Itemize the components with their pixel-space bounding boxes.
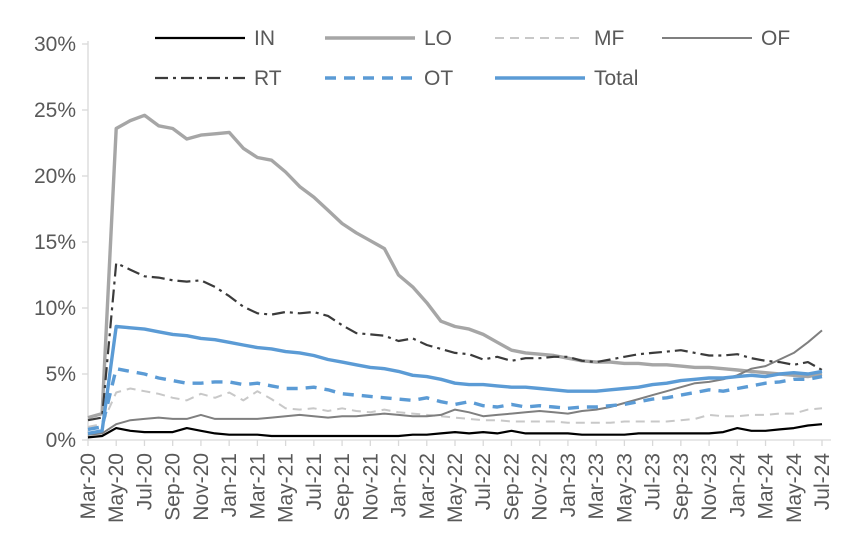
x-axis-tick-label: Jul-21 [303, 453, 326, 510]
x-axis-tick-label: May-24 [783, 453, 806, 523]
series-line-OT [87, 367, 823, 432]
series-line-OF [87, 329, 823, 436]
x-axis-tick-label: Sep-20 [162, 453, 185, 521]
x-axis-tick-label: May-21 [275, 453, 298, 523]
x-axis-tick-label: Sep-21 [331, 453, 354, 521]
y-axis-tick-label: 0% [46, 429, 76, 452]
y-axis-tick-label: 25% [34, 99, 76, 122]
x-axis-tick-label: Nov-23 [698, 453, 721, 521]
y-axis-tick-label: 30% [34, 33, 76, 56]
series-line-IN [87, 423, 823, 439]
x-axis-tick-label: Nov-22 [529, 453, 552, 521]
series-line-LO [87, 113, 823, 420]
x-axis-tick-label: Nov-21 [359, 453, 382, 521]
x-axis-tick-label: Jan-22 [388, 453, 411, 517]
series-line-Total [87, 324, 823, 436]
x-axis-tick-label: May-22 [444, 453, 467, 523]
series-line-MF [87, 387, 823, 428]
x-axis-tick-label: May-23 [613, 453, 636, 523]
x-axis-tick-label: Sep-22 [500, 453, 523, 521]
y-axis-tick-label: 10% [34, 297, 76, 320]
y-axis-tick-label: 5% [46, 363, 76, 386]
y-axis-tick-label: 20% [34, 165, 76, 188]
x-axis-tick-label: Jan-21 [218, 453, 241, 517]
x-axis-tick-label: Jul-22 [472, 453, 495, 510]
y-axis-tick-label: 15% [34, 231, 76, 254]
x-axis-tick-label: Mar-22 [416, 453, 439, 520]
x-axis-tick-label: Jul-24 [811, 453, 834, 511]
x-axis-tick-label: Mar-21 [246, 453, 269, 520]
series-line-RT [87, 262, 823, 422]
x-axis-tick-label: Mar-20 [77, 453, 100, 520]
x-axis-tick-label: Sep-23 [670, 453, 693, 521]
x-axis-tick-label: Mar-23 [585, 453, 608, 520]
x-axis-tick-label: Jul-20 [133, 453, 156, 510]
x-axis-tick-label: May-20 [105, 453, 128, 523]
x-axis-tick-label: Jul-23 [642, 453, 665, 510]
x-axis-tick-label: Jan-24 [726, 453, 749, 518]
x-axis-tick-label: Jan-23 [557, 453, 580, 517]
x-axis-tick-label: Nov-20 [190, 453, 213, 521]
x-axis-tick-label: Mar-24 [755, 453, 778, 520]
